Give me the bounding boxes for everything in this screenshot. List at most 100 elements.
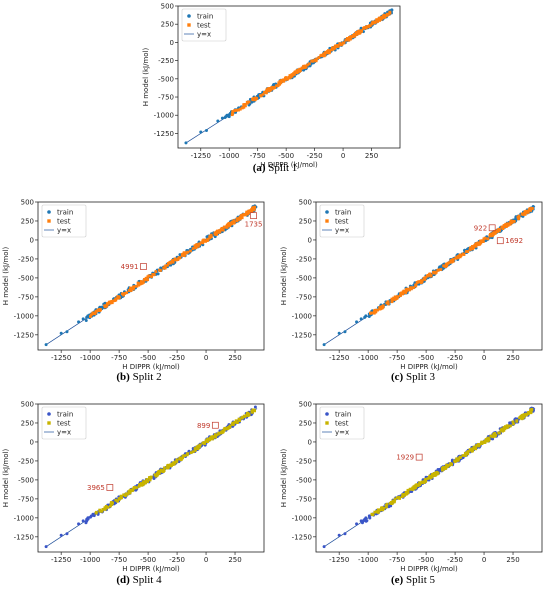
- test-point: [416, 280, 419, 284]
- test-point: [487, 437, 491, 441]
- test-point: [191, 450, 195, 454]
- test-point: [517, 217, 520, 221]
- y-tick-label: 500: [21, 401, 34, 409]
- test-point: [105, 304, 109, 308]
- test-point: [210, 435, 214, 439]
- test-point: [189, 249, 192, 253]
- y-tick-label: 0: [308, 236, 312, 244]
- test-point: [345, 38, 349, 42]
- x-tick-label: 250: [365, 152, 378, 160]
- test-point: [125, 291, 129, 295]
- test-point: [269, 88, 273, 92]
- test-point: [144, 277, 148, 281]
- test-point: [522, 413, 526, 417]
- test-point: [218, 230, 222, 234]
- scatter-points: [44, 405, 257, 549]
- test-point: [242, 104, 246, 107]
- test-point: [315, 57, 319, 61]
- x-tick-label: -500: [140, 556, 156, 564]
- test-point: [371, 311, 375, 315]
- test-point: [213, 435, 217, 439]
- test-point: [89, 313, 93, 317]
- test-point: [162, 266, 166, 270]
- test-point: [228, 224, 232, 228]
- test-point: [330, 46, 334, 50]
- y-tick-label: 250: [299, 217, 312, 225]
- caption-split-1: (a) Split 1: [253, 162, 298, 174]
- test-point: [195, 445, 199, 449]
- test-point: [173, 461, 177, 465]
- test-point: [477, 444, 481, 448]
- caption-split-5: (e) Split 5: [391, 574, 435, 586]
- test-point: [456, 255, 460, 259]
- test-point: [114, 297, 118, 301]
- legend-test-marker: [47, 421, 51, 425]
- test-point: [144, 480, 148, 483]
- test-point: [405, 289, 408, 293]
- test-point: [116, 296, 120, 300]
- legend-test-label: test: [57, 218, 71, 226]
- test-point: [473, 243, 477, 247]
- y-tick-label: -1000: [292, 312, 312, 320]
- y-tick-label: 0: [30, 438, 34, 446]
- test-point: [225, 426, 229, 430]
- y-tick-label: -500: [18, 274, 34, 282]
- test-point: [423, 276, 426, 280]
- x-tick-label: -750: [250, 152, 266, 160]
- legend-train-marker: [47, 210, 51, 214]
- test-point: [117, 497, 121, 501]
- test-point: [515, 419, 519, 423]
- test-point: [520, 212, 524, 216]
- caption-letter: (e): [390, 574, 404, 586]
- test-point: [97, 309, 101, 313]
- test-point: [181, 456, 185, 460]
- test-point: [522, 211, 526, 215]
- test-point: [129, 488, 133, 492]
- y-axis-label: H model (kJ/mol): [2, 246, 10, 305]
- test-point: [472, 446, 476, 450]
- test-point: [177, 256, 181, 260]
- test-point: [227, 222, 231, 225]
- test-point: [429, 274, 433, 277]
- test-point: [240, 106, 244, 110]
- train-point: [387, 505, 391, 509]
- test-point: [485, 439, 489, 443]
- train-point: [436, 468, 440, 472]
- caption-letter: (c): [390, 371, 404, 383]
- test-point: [525, 209, 529, 213]
- x-tick-label: -750: [389, 556, 405, 564]
- train-point: [322, 343, 326, 347]
- y-tick-label: 500: [299, 199, 312, 207]
- test-point: [99, 509, 103, 513]
- test-point: [450, 462, 453, 466]
- x-axis-label: H DIPPR (kJ/mol): [260, 161, 318, 169]
- test-point: [421, 481, 424, 484]
- test-point: [381, 304, 385, 308]
- test-point: [424, 479, 427, 483]
- test-point: [327, 50, 331, 54]
- test-point: [193, 244, 197, 248]
- test-point: [101, 507, 105, 511]
- test-point: [306, 63, 309, 67]
- scatter-plot-split-4: -1250 -1000 -750 -500 -250 0 250 500 250 0 -250 -50…: [0, 398, 272, 573]
- test-point: [451, 257, 455, 261]
- test-point: [122, 293, 125, 297]
- test-point: [159, 469, 163, 473]
- legend-train-label: train: [57, 209, 73, 217]
- y-tick-label: -500: [158, 75, 174, 83]
- annotation-box: [250, 212, 257, 220]
- scatter-plot-split-3: -1250 -1000 -750 -500 -250 0 250 500 250 0 -250 -50…: [276, 196, 550, 371]
- test-point: [206, 438, 209, 441]
- train-point: [77, 320, 81, 324]
- test-point: [137, 484, 141, 488]
- legend-test-marker: [325, 219, 329, 223]
- test-point: [326, 51, 329, 55]
- test-point: [198, 242, 201, 246]
- test-point: [530, 206, 534, 210]
- test-point: [524, 413, 527, 417]
- legend-box: [181, 8, 227, 42]
- test-point: [157, 471, 161, 475]
- test-point: [497, 431, 501, 435]
- test-point: [381, 16, 385, 19]
